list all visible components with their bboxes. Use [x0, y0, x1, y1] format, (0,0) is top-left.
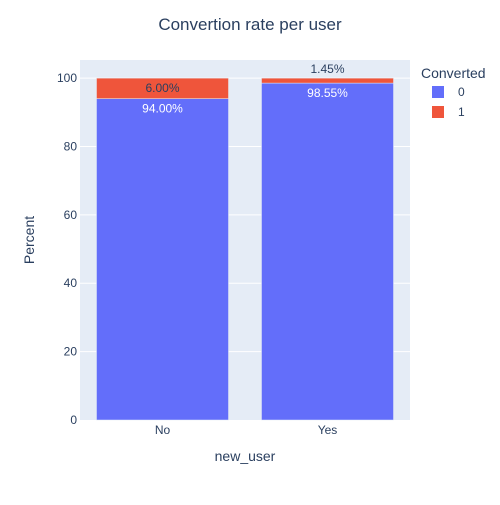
y-tick-label: 40 — [64, 276, 78, 290]
legend-swatch — [432, 106, 444, 118]
data-label: 6.00% — [145, 81, 179, 95]
bar-segment — [261, 77, 394, 84]
y-tick-label: 20 — [64, 345, 78, 359]
data-label: 94.00% — [142, 102, 183, 116]
legend-label: 1 — [458, 105, 465, 119]
data-label: 1.45% — [310, 62, 344, 76]
data-label: 98.55% — [307, 86, 348, 100]
bar-segment — [96, 77, 229, 99]
bar-segment — [261, 82, 394, 421]
legend-items: 01 — [432, 85, 465, 119]
bar-segment — [96, 98, 229, 421]
y-tick-label: 0 — [70, 413, 77, 427]
x-axis-ticks: No Yes — [155, 423, 337, 437]
legend-swatch — [432, 86, 444, 98]
data-labels: 94.00% 6.00% 98.55% 1.45% — [142, 62, 348, 116]
y-axis-ticks: 0 20 40 60 80 100 — [57, 71, 77, 427]
x-tick-label: No — [155, 423, 171, 437]
x-tick-label: Yes — [318, 423, 338, 437]
y-axis-title: Percent — [21, 216, 37, 264]
legend: Converted 01 — [421, 65, 486, 119]
y-tick-label: 80 — [64, 139, 78, 153]
bars — [96, 77, 394, 421]
x-axis-title: new_user — [215, 448, 276, 464]
legend-label: 0 — [458, 85, 465, 99]
y-tick-label: 60 — [64, 208, 78, 222]
y-tick-label: 100 — [57, 71, 77, 85]
legend-title: Converted — [421, 65, 486, 81]
chart-title: Convertion rate per user — [158, 15, 342, 34]
